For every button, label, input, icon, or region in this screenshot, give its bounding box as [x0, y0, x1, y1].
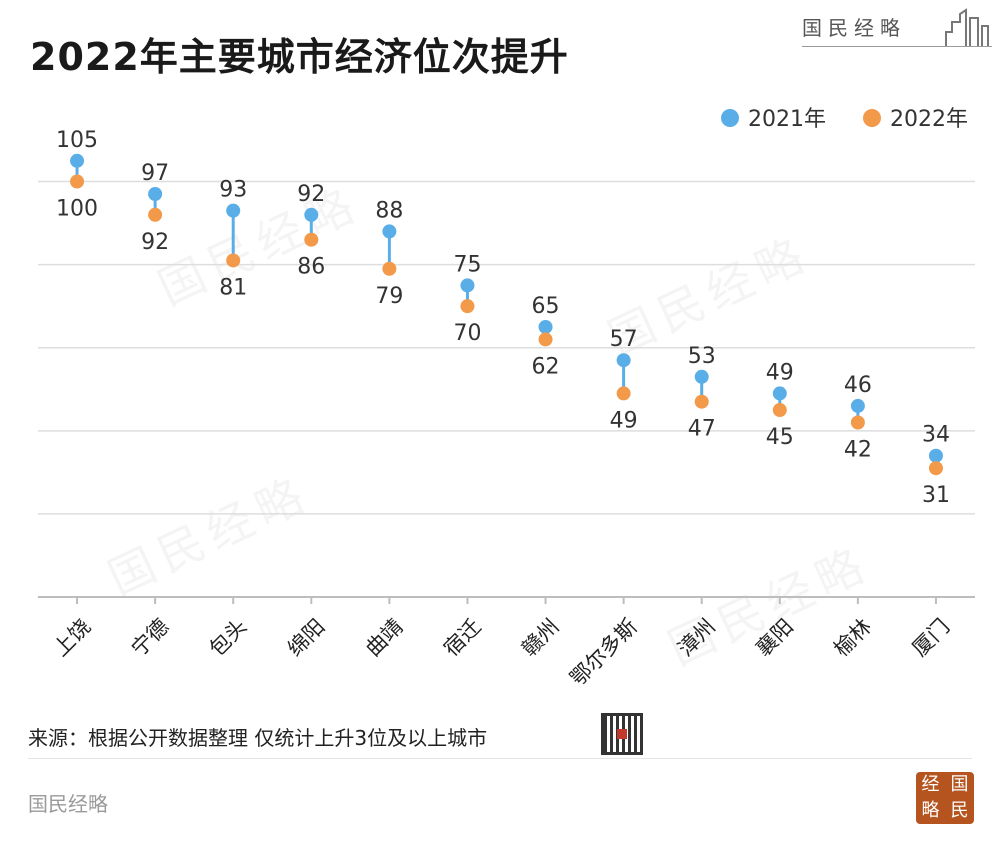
x-tick-label: 鄂尔多斯 — [566, 614, 642, 690]
seal-char: 略 — [921, 800, 940, 821]
point-2021 — [148, 187, 163, 202]
data-label-2022: 62 — [532, 354, 560, 379]
data-label-2021: 93 — [219, 178, 247, 203]
point-2022 — [538, 332, 553, 347]
data-label-2021: 105 — [56, 128, 98, 153]
dumbbell-chart: 105 100 上饶 97 92 宁德 93 81 包头 92 86 绵阳 88 79 曲靖 75 70 宿迁 65… — [38, 107, 975, 691]
seal-char: 国 — [950, 774, 969, 795]
point-2022 — [616, 386, 631, 401]
point-2022 — [694, 394, 709, 409]
point-2021 — [772, 386, 787, 401]
x-tick-label: 赣州 — [517, 614, 564, 661]
legend-label-2022: 2022年 — [890, 107, 968, 132]
seal-char: 经 — [921, 774, 940, 795]
point-2021 — [928, 448, 943, 463]
x-tick-label: 绵阳 — [283, 614, 330, 661]
x-tick-label: 上饶 — [49, 614, 96, 661]
point-2022 — [304, 232, 319, 247]
brand-logo-text: 国民经略 — [802, 16, 906, 40]
point-2021 — [304, 207, 319, 222]
point-2021 — [694, 369, 709, 384]
data-label-2022: 47 — [688, 417, 716, 442]
point-2022 — [382, 261, 397, 276]
x-tick-label: 宿迁 — [439, 614, 486, 661]
data-label-2021: 49 — [766, 360, 794, 385]
qr-code-icon[interactable] — [601, 713, 643, 755]
point-2021 — [616, 353, 631, 368]
source-note: 来源：根据公开数据整理 仅统计上升3位及以上城市 — [28, 726, 488, 750]
point-2021 — [382, 224, 397, 239]
footer-brand: 国民经略 — [28, 792, 108, 816]
data-label-2022: 92 — [141, 230, 169, 255]
x-tick-label: 榆林 — [829, 614, 876, 661]
data-label-2022: 100 — [56, 197, 98, 222]
data-label-2021: 88 — [375, 198, 403, 223]
x-tick-label: 包头 — [205, 614, 252, 661]
point-2021 — [226, 203, 241, 218]
point-2021 — [850, 398, 865, 413]
brand-seal: 经 国 略 民 — [916, 772, 974, 824]
x-tick-label: 宁德 — [127, 614, 174, 661]
legend-label-2021: 2021年 — [748, 107, 826, 132]
data-label-2021: 65 — [532, 294, 560, 319]
data-label-2021: 46 — [844, 373, 872, 398]
data-label-2021: 75 — [453, 252, 481, 277]
legend-marker-2022 — [863, 109, 881, 127]
x-tick-label: 厦门 — [908, 614, 955, 661]
point-2022 — [148, 207, 163, 222]
data-label-2022: 70 — [453, 321, 481, 346]
x-tick-label: 襄阳 — [751, 614, 798, 661]
legend-marker-2021 — [721, 109, 739, 127]
footer-divider — [28, 758, 972, 759]
data-label-2021: 53 — [688, 344, 716, 369]
point-2021 — [538, 319, 553, 334]
data-label-2021: 34 — [922, 423, 950, 448]
x-tick-label: 漳州 — [673, 614, 720, 661]
building-icon — [945, 8, 989, 46]
brand-underline — [802, 46, 992, 47]
point-2022 — [70, 174, 85, 189]
data-label-2021: 57 — [610, 327, 638, 352]
data-label-2022: 86 — [297, 255, 325, 280]
data-label-2022: 81 — [219, 275, 247, 300]
data-label-2022: 42 — [844, 438, 872, 463]
brand-logo: 国民经略 — [802, 8, 992, 48]
data-label-2021: 97 — [141, 161, 169, 186]
data-label-2022: 49 — [610, 408, 638, 433]
point-2021 — [460, 278, 475, 293]
point-2022 — [928, 461, 943, 476]
point-2022 — [460, 299, 475, 314]
point-2022 — [772, 403, 787, 418]
chart-title: 2022年主要城市经济位次提升 — [30, 35, 569, 79]
point-2022 — [850, 415, 865, 430]
data-label-2021: 92 — [297, 182, 325, 207]
data-label-2022: 79 — [375, 284, 403, 309]
seal-char: 民 — [950, 800, 969, 821]
data-label-2022: 31 — [922, 483, 950, 508]
point-2021 — [70, 153, 85, 168]
point-2022 — [226, 253, 241, 268]
data-label-2022: 45 — [766, 425, 794, 450]
x-tick-label: 曲靖 — [361, 614, 408, 661]
